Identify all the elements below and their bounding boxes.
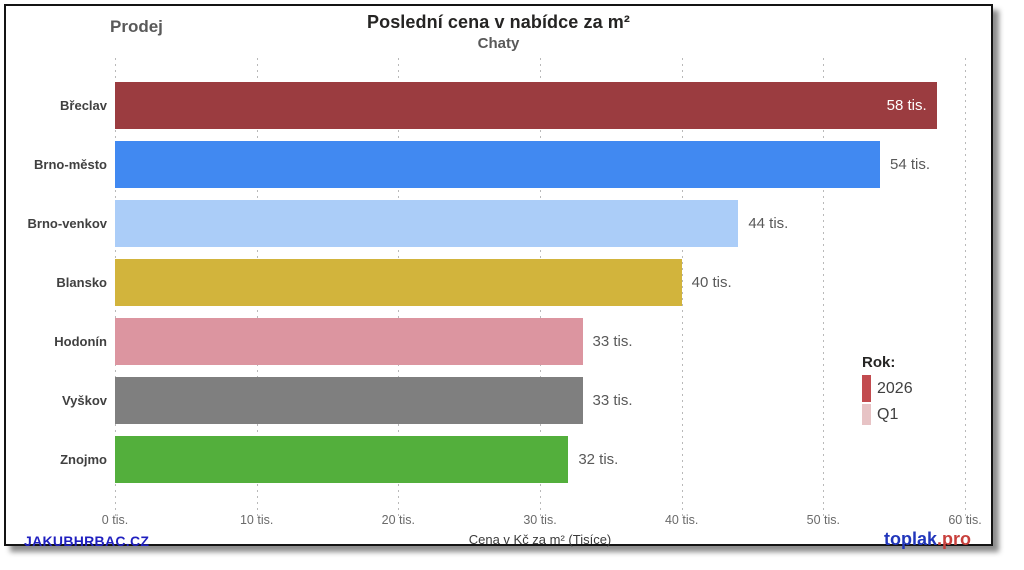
bar-value-label: 58 tis. [886, 97, 927, 114]
chart-subtitle: Chaty [477, 35, 520, 52]
bar-value-label: 33 tis. [592, 333, 633, 350]
gridline [823, 58, 825, 516]
filter-label-prodej: Prodej [110, 17, 163, 36]
bar[interactable] [115, 377, 583, 424]
brand-right-secondary: .pro [937, 529, 971, 549]
gridline [965, 58, 966, 516]
gridline [681, 58, 683, 516]
bar[interactable] [115, 200, 739, 247]
bar-value-label: 54 tis. [890, 156, 931, 173]
category-label: Hodonín [54, 334, 107, 349]
legend-items: 2026 Q1 [862, 375, 913, 425]
x-tick-label: 60 tis. [948, 513, 982, 527]
x-tick-label: 40 tis. [664, 513, 699, 527]
bar-value-label: 32 tis. [578, 451, 619, 468]
legend-item-label: 2026 [877, 379, 913, 397]
bar[interactable]: 58 tis. [115, 82, 937, 129]
bar[interactable] [115, 259, 682, 306]
category-label: Blansko [56, 275, 107, 290]
x-tick-label: 50 tis. [806, 513, 841, 527]
category-label: Brno-město [34, 157, 107, 172]
legend-item[interactable]: Q1 [862, 404, 913, 425]
x-tick-label: 30 tis. [523, 513, 557, 527]
bar-value-label: 44 tis. [748, 215, 789, 232]
brand-right-primary: toplak [883, 529, 937, 549]
category-label: Vyškov [61, 393, 107, 408]
category-label: Brno-venkov [27, 216, 107, 231]
category-label: Znojmo [60, 452, 107, 467]
brand-watermark-left: JAKUBHRBAC.CZ [24, 533, 150, 549]
bar[interactable] [115, 436, 569, 483]
x-tick-label: 0 tis. [101, 513, 129, 527]
brand-watermark-right: toplak.pro [884, 529, 971, 550]
x-tick-label: 10 tis. [239, 513, 274, 527]
bar[interactable] [115, 318, 583, 365]
chart-card: Prodej Poslední cena v nabídce za m² Cha… [4, 4, 993, 549]
x-axis-title: Cena v Kč za m² (Tisíce) [468, 532, 612, 547]
legend-swatch [862, 375, 871, 402]
legend-title: Rok: [862, 354, 896, 371]
legend-item[interactable]: 2026 [862, 375, 913, 402]
x-tick-label: 20 tis. [381, 513, 416, 527]
legend-swatch [862, 404, 871, 425]
bar-value-label: 40 tis. [691, 274, 732, 291]
category-label: Břeclav [60, 98, 107, 113]
bar-value-label: 33 tis. [592, 392, 633, 409]
legend: Rok: 2026 Q1 [862, 354, 913, 427]
legend-item-label: Q1 [877, 405, 899, 423]
bar[interactable] [115, 141, 880, 188]
